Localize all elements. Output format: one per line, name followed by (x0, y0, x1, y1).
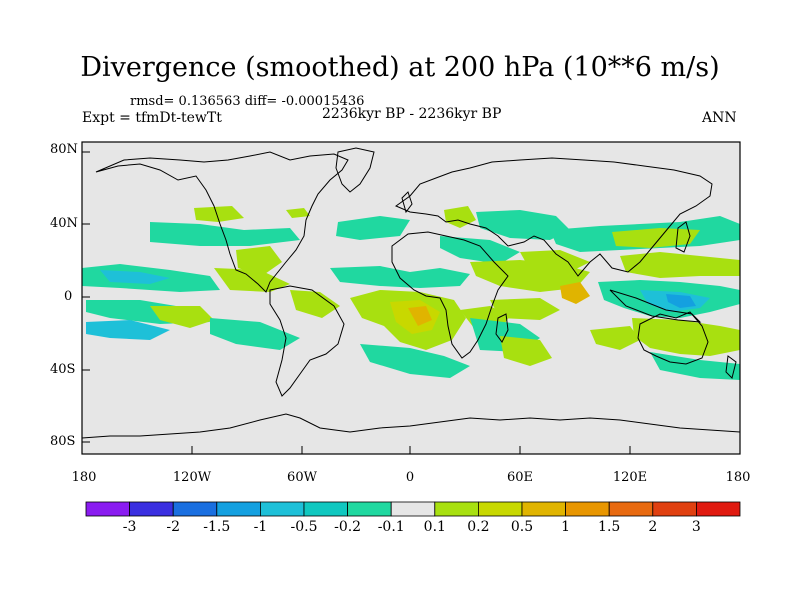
colorbar-swatch (259, 501, 305, 517)
lon-label-120w: 120W (172, 470, 212, 485)
colorbar-label: 0.2 (467, 519, 490, 535)
colorbar-label: 0.5 (510, 519, 534, 535)
colorbar-swatch (390, 501, 436, 517)
contour-region-lime (632, 318, 740, 356)
contour-region-lime (444, 206, 476, 228)
colorbar-label: -3 (122, 519, 137, 535)
contour-region-lime (194, 206, 244, 222)
colorbar-label: 2 (648, 519, 658, 535)
contour-region-lime (490, 298, 560, 320)
coastline-australia (637, 311, 709, 365)
lat-label-40s: 40S (50, 362, 76, 377)
contour-region-teal (476, 210, 570, 240)
lat-label-80n: 80N (50, 142, 78, 157)
contour-region-orange (560, 282, 590, 304)
lon-label-0: 0 (405, 470, 415, 485)
colorbar-label: -0.2 (334, 519, 362, 535)
lon-label-60w: 60W (287, 470, 317, 485)
colorbar-swatch (477, 501, 523, 517)
contour-region-lime (236, 246, 282, 276)
coastlines (82, 147, 740, 439)
colorbar-swatch (216, 501, 261, 517)
coastline-indonesia (609, 289, 702, 323)
contour-region-lime (590, 326, 640, 350)
coastline-new-zealand (725, 355, 737, 379)
contour-region-teal (210, 318, 300, 350)
contour-region-lime (214, 268, 290, 292)
contour-region-cyan (100, 270, 170, 284)
lat-label-80s: 80S (50, 434, 76, 449)
colorbar-swatch (303, 501, 348, 517)
colorbar-swatch (129, 501, 174, 517)
contour-region-lime (150, 306, 214, 328)
coastline-north-america (95, 151, 349, 293)
colorbar-label: 1.5 (598, 519, 621, 535)
contour-region-teal (650, 352, 740, 380)
contour-region-lime (500, 336, 552, 366)
colorbar-label: 1 (561, 519, 571, 535)
lon-label-180e: 180 (725, 470, 751, 485)
coastline-south-america (269, 285, 345, 397)
colorbar-label: 3 (691, 519, 701, 535)
contour-region-teal (360, 344, 470, 378)
experiment-label: Expt = tfmDt-tewTt (82, 110, 222, 126)
lon-label-60e: 60E (506, 470, 534, 485)
season-label: ANN (702, 110, 737, 126)
coastline-uk (401, 191, 413, 214)
colorbar-swatch (565, 501, 610, 517)
lon-label-120e: 120E (612, 470, 648, 485)
lat-label-eq: 0 (64, 289, 73, 304)
lon-label-180w: 180 (71, 470, 97, 485)
contour-region-lime (620, 252, 740, 278)
contour-region-lime (290, 290, 340, 318)
axis-ticks (81, 151, 741, 454)
colorbar-swatch (521, 501, 566, 517)
contour-region-orange (408, 306, 432, 326)
contour-region-teal (440, 236, 520, 264)
contour-fields (82, 206, 740, 380)
colorbar-swatch (696, 501, 741, 517)
lat-label-40n: 40N (50, 216, 78, 231)
colorbar-label: -0.1 (377, 519, 405, 535)
contour-region-blue (666, 294, 696, 308)
coastline-eurasia (394, 157, 713, 277)
colorbar-label: -1 (253, 519, 268, 535)
colorbar-label: -0.5 (290, 519, 318, 535)
stats-line: rmsd= 0.136563 diff= -0.00015436 (130, 94, 365, 109)
colorbar-swatch (85, 501, 130, 517)
colorbar-label: -2 (166, 519, 181, 535)
coastline-greenland (335, 147, 375, 193)
colorbar-swatch (172, 501, 218, 517)
map-frame (81, 141, 741, 455)
contour-region-teal (150, 222, 300, 246)
colorbar-swatch (652, 501, 697, 517)
coastline-madagascar (495, 313, 509, 343)
contour-region-cyan (86, 320, 170, 340)
colorbar-label: 0.1 (423, 519, 446, 535)
contour-region-teal (336, 216, 410, 240)
colorbar-label: -1.5 (203, 519, 231, 535)
coastline-japan (675, 221, 691, 253)
colorbar-swatch (347, 501, 392, 517)
chart-title: Divergence (smoothed) at 200 hPa (10**6 … (80, 52, 720, 83)
coastline-africa (391, 231, 509, 359)
coastline-antarctica (82, 413, 740, 439)
contour-region-lime (286, 208, 310, 218)
colorbar-swatch (608, 501, 654, 517)
colorbar-swatch (434, 501, 479, 517)
period-label: 2236kyr BP - 2236kyr BP (322, 106, 502, 122)
